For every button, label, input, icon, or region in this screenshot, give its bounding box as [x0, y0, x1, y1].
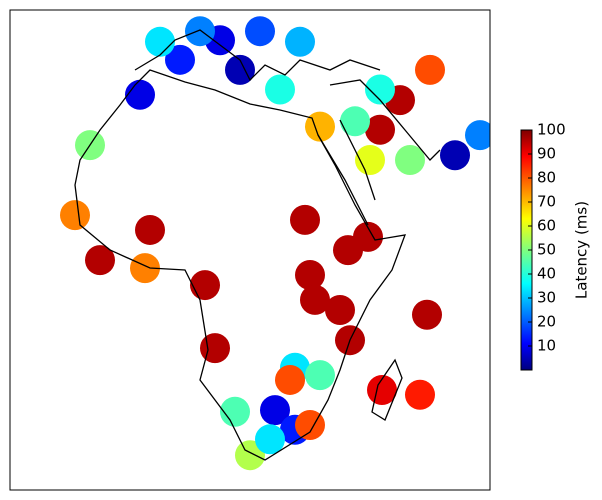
latency-point [60, 200, 90, 231]
latency-point [260, 395, 290, 426]
points-layer [60, 16, 490, 471]
colorbar-tick-label: 70 [537, 193, 556, 211]
latency-point [85, 245, 115, 276]
coastlines [74, 29, 441, 461]
europe-coast [134, 29, 441, 161]
map-background [10, 10, 490, 490]
latency-point [340, 106, 370, 137]
red-sea-coast [317, 119, 376, 226]
colorbar-tick-label: 100 [537, 121, 566, 139]
latency-point [412, 299, 442, 330]
latency-point [245, 16, 275, 47]
latency-point [290, 204, 320, 235]
latency-point [365, 74, 395, 105]
latency-point [200, 333, 230, 364]
latency-point [275, 364, 305, 395]
latency-point [415, 54, 445, 85]
latency-point [395, 144, 425, 175]
latency-point [440, 140, 470, 171]
latency-point [365, 114, 395, 145]
latency-point [405, 379, 435, 410]
latency-point [465, 120, 490, 151]
map-frame [9, 9, 491, 491]
colorbar-tick-label: 80 [537, 169, 556, 187]
latency-point [285, 26, 315, 57]
latency-point [220, 396, 250, 427]
latency-point [190, 270, 220, 301]
latency-point [225, 54, 255, 85]
latency-point [265, 74, 295, 105]
latency-point [295, 260, 325, 290]
latency-point [165, 44, 195, 75]
latency-point [333, 235, 363, 266]
latency-point [255, 424, 285, 455]
colorbar-label: Latency (ms) [573, 201, 591, 299]
colorbar-tick-label: 60 [537, 217, 556, 235]
colorbar-tick-label: 90 [537, 145, 556, 163]
latency-point [135, 214, 165, 245]
latency-point [130, 253, 160, 284]
colorbar-tick-label: 30 [537, 289, 556, 307]
latency-point [305, 360, 335, 391]
latency-point [185, 16, 215, 47]
colorbar-tick-label: 40 [537, 265, 556, 283]
latency-point [367, 375, 397, 406]
madagascar-coast [371, 358, 403, 421]
latency-point [355, 144, 385, 175]
colorbar-tick-label: 20 [537, 313, 556, 331]
colorbar-tick-label: 50 [537, 241, 556, 259]
latency-point [125, 79, 155, 110]
colorbar-tick-label: 10 [537, 337, 556, 355]
latency-point [235, 440, 265, 471]
africa-coast [74, 69, 407, 461]
latency-point [145, 26, 175, 57]
latency-point [325, 294, 355, 325]
latency-point [300, 284, 330, 315]
